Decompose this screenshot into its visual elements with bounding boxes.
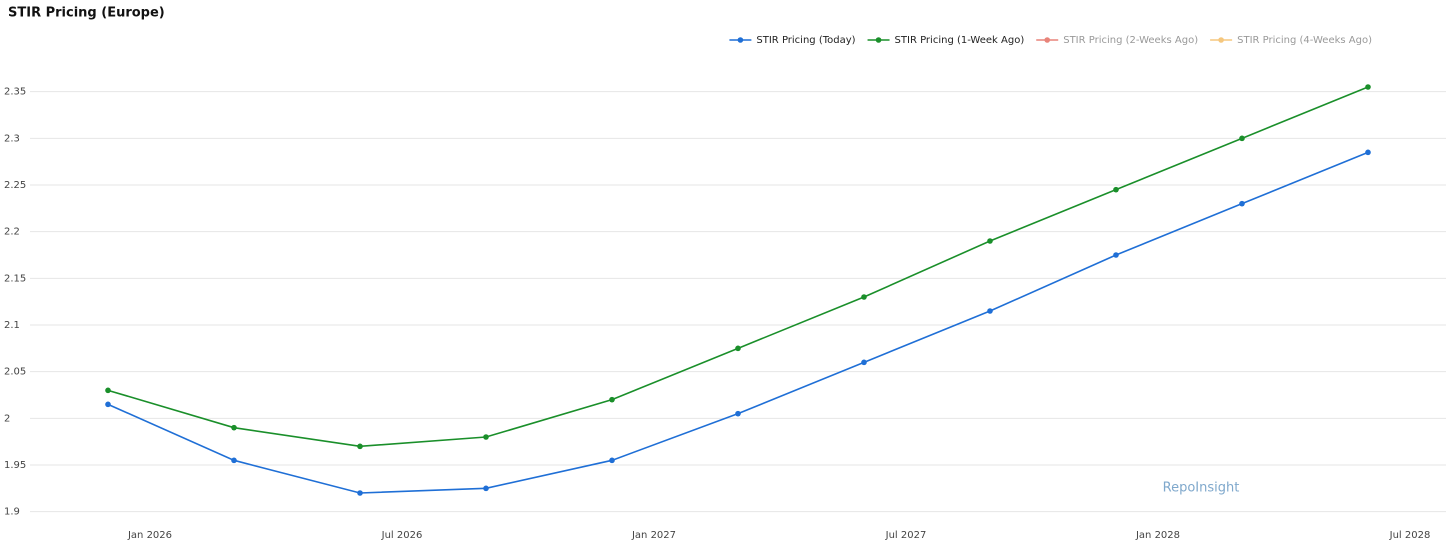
data-point	[105, 387, 111, 394]
series-line	[107, 86, 1369, 448]
data-point	[735, 345, 741, 352]
y-tick-label: 1.9	[4, 507, 20, 518]
series-line	[107, 151, 1369, 494]
legend-label: STIR Pricing (Today)	[756, 35, 855, 46]
x-tick-label: Jul 2027	[885, 530, 927, 541]
legend-item: STIR Pricing (4-Weeks Ago)	[1210, 35, 1372, 46]
x-tick-label: Jul 2028	[1389, 530, 1431, 541]
y-tick-label: 1.95	[4, 460, 26, 471]
legend-item: STIR Pricing (2-Weeks Ago)	[1036, 35, 1198, 46]
data-point	[483, 434, 489, 440]
watermark: RepoInsight	[1163, 481, 1240, 496]
data-point	[1365, 149, 1371, 156]
x-tick-label: Jan 2028	[1135, 530, 1180, 541]
legend-marker	[1044, 37, 1051, 43]
legend: STIR Pricing (Today) STIR Pricing (1-Week…	[729, 35, 1372, 46]
data-point	[1365, 84, 1371, 90]
x-tick-label: Jan 2026	[127, 530, 172, 541]
y-tick-label: 2.25	[4, 180, 26, 191]
data-point	[861, 294, 867, 300]
data-point	[105, 401, 111, 408]
x-tick-label: Jul 2026	[381, 530, 423, 541]
legend-marker	[737, 37, 744, 43]
legend-label: STIR Pricing (2-Weeks Ago)	[1063, 35, 1198, 46]
chart-title: STIR Pricing (Europe)	[8, 6, 165, 21]
y-tick-label: 2.1	[4, 320, 20, 331]
data-point	[1113, 186, 1119, 193]
data-point	[1239, 200, 1245, 207]
data-point	[357, 490, 363, 496]
data-point	[987, 308, 993, 314]
data-point	[357, 443, 363, 450]
y-tick-label: 2.3	[4, 133, 20, 144]
legend-marker	[1218, 37, 1224, 43]
data-point	[231, 457, 237, 464]
data-point	[609, 396, 615, 403]
data-point	[987, 238, 993, 244]
legend-label: STIR Pricing (4-Weeks Ago)	[1237, 35, 1372, 46]
data-point	[609, 457, 615, 464]
legend-item: STIR Pricing (1-Week Ago)	[867, 35, 1025, 46]
y-tick-label: 2.15	[4, 273, 26, 284]
data-point	[1113, 252, 1119, 258]
data-point	[483, 485, 489, 492]
data-point	[735, 410, 741, 417]
y-tick-label: 2.35	[4, 87, 26, 98]
legend-item: STIR Pricing (Today)	[729, 35, 856, 46]
legend-marker	[875, 37, 882, 43]
y-tick-label: 2.2	[4, 227, 20, 238]
data-point	[861, 359, 867, 366]
x-tick-label: Jan 2027	[631, 530, 676, 541]
y-tick-label: 2.05	[4, 367, 26, 378]
legend-label: STIR Pricing (1-Week Ago)	[895, 35, 1025, 46]
data-point	[1239, 135, 1245, 142]
y-tick-label: 2	[4, 413, 10, 424]
data-point	[231, 424, 237, 431]
